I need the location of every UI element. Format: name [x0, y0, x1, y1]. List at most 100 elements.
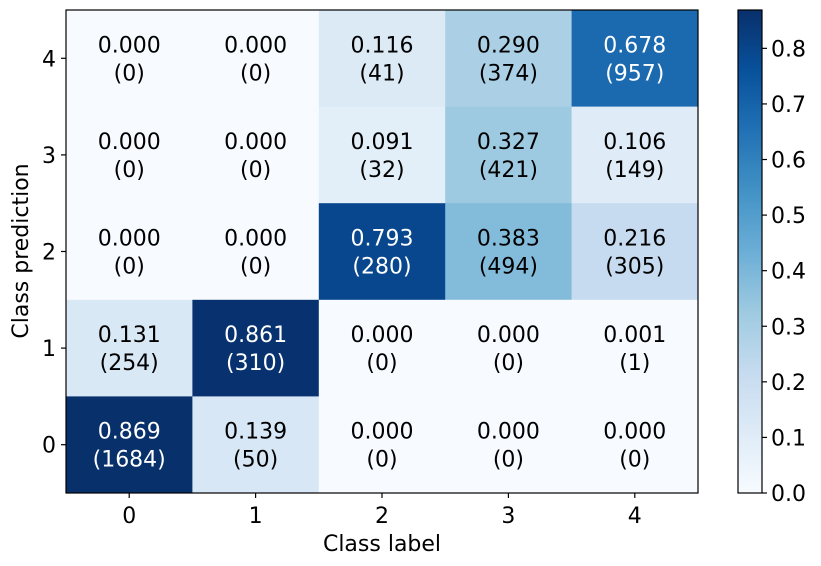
cell-value-label: 0.000 [224, 130, 287, 155]
heatmap-cell-pred-3-label-3 [445, 106, 573, 204]
heatmap-cell-pred-1-label-1 [192, 299, 320, 397]
y-tick-label: 1 [42, 337, 56, 362]
colorbar-tick-label: 0.0 [771, 482, 806, 507]
colorbar-tick-label: 0.4 [771, 260, 806, 285]
colorbar-tick-label: 0.7 [771, 93, 806, 118]
cell-value-label: 0.678 [603, 33, 666, 58]
cell-value-label: 0.000 [98, 130, 161, 155]
heatmap-cell-pred-3-label-1 [192, 106, 320, 204]
heatmap-cell-pred-0-label-0 [66, 396, 193, 494]
x-tick-label: 0 [122, 504, 136, 529]
heatmap-cell-pred-1-label-2 [318, 299, 446, 397]
x-axis-ticks: 0 1 2 3 4 [122, 493, 642, 529]
heatmap-cell-pred-3-label-0 [66, 106, 193, 204]
cell-value-label: 0.091 [351, 130, 414, 155]
cell-count-label: (280) [352, 255, 411, 280]
cell-value-label: 0.000 [477, 323, 540, 348]
cell-count-label: (0) [114, 61, 145, 86]
cell-count-label: (0) [240, 61, 271, 86]
cell-value-label: 0.000 [603, 420, 666, 445]
heatmap-cell-pred-1-label-4 [571, 299, 699, 397]
cell-count-label: (254) [100, 351, 159, 376]
cell-value-label: 0.383 [477, 227, 540, 252]
cell-count-label: (957) [605, 61, 664, 86]
cell-value-label: 0.216 [603, 227, 666, 252]
x-tick-label: 4 [628, 504, 642, 529]
x-tick-label: 2 [375, 504, 389, 529]
y-tick-label: 3 [42, 144, 56, 169]
colorbar [737, 9, 763, 494]
cell-value-label: 0.793 [351, 227, 414, 252]
cell-value-label: 0.861 [224, 323, 287, 348]
cell-value-label: 0.327 [477, 130, 540, 155]
cell-count-label: (310) [226, 351, 285, 376]
cell-count-label: (305) [605, 255, 664, 280]
cell-value-label: 0.290 [477, 33, 540, 58]
cell-count-label: (0) [114, 158, 145, 183]
y-tick-label: 2 [42, 241, 56, 266]
heatmap-cell-pred-4-label-0 [66, 10, 193, 108]
cell-value-label: 0.139 [224, 420, 287, 445]
cell-count-label: (50) [233, 448, 278, 473]
heatmap-cell-pred-1-label-0 [66, 299, 193, 397]
cell-value-label: 0.000 [351, 420, 414, 445]
cell-value-label: 0.001 [603, 323, 666, 348]
x-axis-label: Class label [323, 532, 441, 557]
colorbar-ticks: 0.0 0.1 0.2 0.3 0.4 0.5 0.6 0.7 0.8 [762, 37, 806, 507]
cell-count-label: (41) [359, 61, 404, 86]
heatmap-cell-pred-0-label-1 [192, 396, 320, 494]
cell-count-label: (0) [240, 255, 271, 280]
cell-value-label: 0.000 [224, 33, 287, 58]
cell-value-label: 0.000 [98, 227, 161, 252]
heatmap-cells: 0.000 (0) 0.000 (0) 0.116 (41) 0.290 (374) 0.678… [66, 10, 699, 494]
cell-count-label: (32) [359, 158, 404, 183]
cell-count-label: (1684) [93, 448, 166, 473]
colorbar-tick-label: 0.5 [771, 204, 806, 229]
heatmap-cell-pred-4-label-1 [192, 10, 320, 108]
cell-value-label: 0.000 [477, 420, 540, 445]
colorbar-tick-label: 0.3 [771, 315, 806, 340]
heatmap-cell-pred-2-label-3 [445, 203, 573, 301]
cell-count-label: (421) [479, 158, 538, 183]
cell-value-label: 0.869 [98, 420, 161, 445]
cell-value-label: 0.000 [98, 33, 161, 58]
colorbar-tick-label: 0.8 [771, 37, 806, 62]
heatmap-cell-pred-1-label-3 [445, 299, 573, 397]
cell-value-label: 0.000 [224, 227, 287, 252]
y-tick-label: 4 [42, 47, 56, 72]
cell-count-label: (0) [366, 351, 397, 376]
y-axis-label: Class prediction [9, 163, 34, 338]
cell-count-label: (374) [479, 61, 538, 86]
colorbar-tick-label: 0.6 [771, 149, 806, 174]
cell-count-label: (0) [366, 448, 397, 473]
heatmap-cell-pred-2-label-2 [318, 203, 446, 301]
heatmap-cell-pred-3-label-2 [318, 106, 446, 204]
x-tick-label: 3 [501, 504, 515, 529]
heatmap-cell-pred-3-label-4 [571, 106, 699, 204]
heatmap-cell-pred-4-label-2 [318, 10, 446, 108]
cell-value-label: 0.000 [351, 323, 414, 348]
heatmap-cell-pred-4-label-3 [445, 10, 573, 108]
x-tick-label: 1 [249, 504, 263, 529]
cell-count-label: (494) [479, 255, 538, 280]
heatmap-cell-pred-4-label-4 [571, 10, 699, 108]
y-tick-label: 0 [42, 434, 56, 459]
cell-count-label: (0) [240, 158, 271, 183]
cell-count-label: (0) [493, 351, 524, 376]
heatmap-cell-pred-0-label-3 [445, 396, 573, 494]
heatmap-cell-pred-0-label-4 [571, 396, 699, 494]
y-axis-ticks: 4 3 2 1 0 [42, 47, 66, 459]
cell-count-label: (0) [493, 448, 524, 473]
colorbar-tick-label: 0.1 [771, 426, 806, 451]
heatmap-cell-pred-2-label-4 [571, 203, 699, 301]
cell-value-label: 0.131 [98, 323, 161, 348]
colorbar-tick-label: 0.2 [771, 371, 806, 396]
cell-value-label: 0.116 [351, 33, 414, 58]
cell-count-label: (0) [114, 255, 145, 280]
heatmap-cell-pred-2-label-1 [192, 203, 320, 301]
cell-count-label: (149) [605, 158, 664, 183]
cell-count-label: (0) [619, 448, 650, 473]
heatmap-cell-pred-2-label-0 [66, 203, 193, 301]
heatmap-cell-pred-0-label-2 [318, 396, 446, 494]
